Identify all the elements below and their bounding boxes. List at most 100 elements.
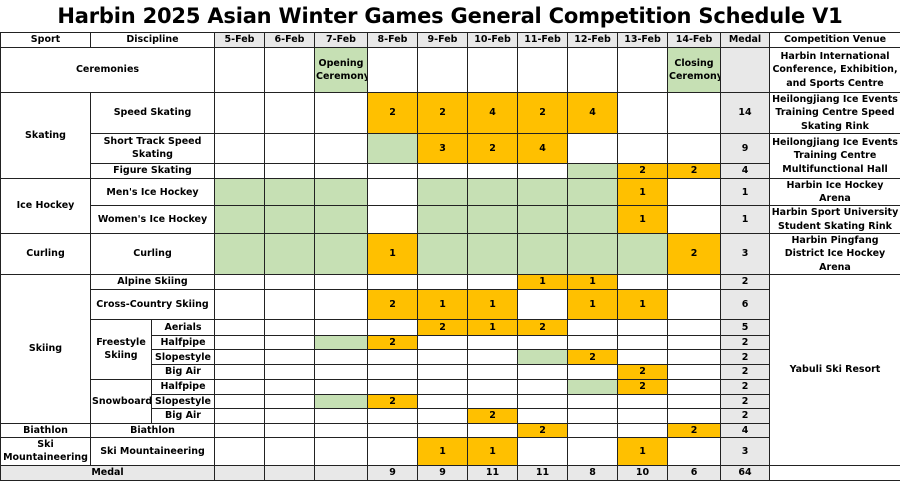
medal-event-cell: 1 <box>568 274 618 289</box>
empty-day-cell <box>618 319 668 335</box>
empty-day-cell <box>418 335 468 349</box>
medal-event-cell: 2 <box>418 93 468 134</box>
header-date: 11-Feb <box>518 33 568 48</box>
event-day-cell <box>315 394 368 408</box>
event-day-cell <box>518 350 568 365</box>
empty-day-cell <box>668 438 721 466</box>
discipline-cell: Cross-Country Skiing <box>91 289 215 319</box>
medal-count-cell: 2 <box>721 365 770 379</box>
empty-day-cell <box>315 93 368 134</box>
grand-total: 64 <box>721 465 770 480</box>
header-date: 12-Feb <box>568 33 618 48</box>
empty-day-cell <box>468 163 518 178</box>
event-day-cell <box>418 178 468 206</box>
empty-day-cell <box>468 394 518 408</box>
empty-day-cell <box>215 93 265 134</box>
empty-day-cell <box>668 178 721 206</box>
event-day-cell <box>315 234 368 275</box>
event-day-cell <box>418 206 468 234</box>
medal-count-cell: 2 <box>721 408 770 423</box>
sport-cell: Biathlon <box>1 423 91 437</box>
header-date: 6-Feb <box>265 33 315 48</box>
empty-day-cell <box>618 350 668 365</box>
sub-discipline-cell: Halfpipe <box>152 379 215 394</box>
daily-medal-total: 11 <box>468 465 518 480</box>
empty-day-cell <box>618 274 668 289</box>
daily-medal-total <box>315 465 368 480</box>
empty-day-cell <box>265 423 315 437</box>
empty-day-cell <box>215 423 265 437</box>
empty-day-cell <box>215 335 265 349</box>
header-discipline: Discipline <box>91 33 215 48</box>
medal-event-cell: 2 <box>568 350 618 365</box>
event-day-cell <box>468 206 518 234</box>
header-medal: Medal <box>721 33 770 48</box>
empty-day-cell <box>468 379 518 394</box>
empty-day-cell <box>568 394 618 408</box>
empty-day-cell <box>368 350 418 365</box>
empty-day-cell <box>568 438 618 466</box>
daily-medal-total: 9 <box>368 465 418 480</box>
medal-count-cell: 5 <box>721 319 770 335</box>
empty-day-cell <box>568 408 618 423</box>
empty-day-cell <box>368 423 418 437</box>
sub-discipline-cell: Big Air <box>152 365 215 379</box>
daily-medal-total: 6 <box>668 465 721 480</box>
medal-count-cell: 2 <box>721 274 770 289</box>
medal-count-cell: 4 <box>721 423 770 437</box>
empty-day-cell <box>315 379 368 394</box>
empty-day-cell <box>618 93 668 134</box>
empty-day-cell <box>568 48 618 93</box>
empty-day-cell <box>668 133 721 163</box>
event-day-cell <box>315 178 368 206</box>
header-date: 14-Feb <box>668 33 721 48</box>
empty-day-cell <box>265 274 315 289</box>
discipline-group-cell: Freestyle Skiing <box>91 319 152 379</box>
empty-day-cell <box>668 335 721 349</box>
medal-event-cell: 2 <box>468 408 518 423</box>
empty-day-cell <box>215 48 265 93</box>
empty-day-cell <box>518 335 568 349</box>
empty-day-cell <box>265 335 315 349</box>
daily-medal-total: 11 <box>518 465 568 480</box>
empty-day-cell <box>568 319 618 335</box>
sub-discipline-cell: Slopestyle <box>152 350 215 365</box>
sub-discipline-cell: Slopestyle <box>152 394 215 408</box>
daily-medal-total: 9 <box>418 465 468 480</box>
event-day-cell <box>518 234 568 275</box>
header-date: 9-Feb <box>418 33 468 48</box>
sport-cell: Curling <box>1 234 91 275</box>
event-day-cell <box>265 178 315 206</box>
empty-day-cell <box>418 274 468 289</box>
empty-day-cell <box>668 206 721 234</box>
discipline-group-cell: Snowboard <box>91 379 152 423</box>
venue-cell: Heilongjiang Ice Events Training Centre … <box>770 133 900 178</box>
empty-day-cell <box>368 274 418 289</box>
empty-day-cell <box>568 335 618 349</box>
empty-day-cell <box>518 48 568 93</box>
empty-day-cell <box>215 133 265 163</box>
event-day-cell <box>215 206 265 234</box>
venue-cell: Harbin Ice Hockey Arena <box>770 178 900 206</box>
medal-event-cell: 4 <box>568 93 618 134</box>
medal-event-cell: 1 <box>568 289 618 319</box>
empty-day-cell <box>618 335 668 349</box>
empty-day-cell <box>518 408 568 423</box>
header-venue: Competition Venue <box>770 33 900 48</box>
empty-day-cell <box>315 423 368 437</box>
empty-day-cell <box>668 394 721 408</box>
sport-cell: Skating <box>1 93 91 179</box>
empty-day-cell <box>368 163 418 178</box>
daily-medal-total <box>265 465 315 480</box>
medal-event-cell: 3 <box>418 133 468 163</box>
medal-event-cell: 2 <box>618 163 668 178</box>
medal-count-cell: 1 <box>721 206 770 234</box>
medal-event-cell: 2 <box>368 394 418 408</box>
medal-event-cell: 2 <box>418 319 468 335</box>
